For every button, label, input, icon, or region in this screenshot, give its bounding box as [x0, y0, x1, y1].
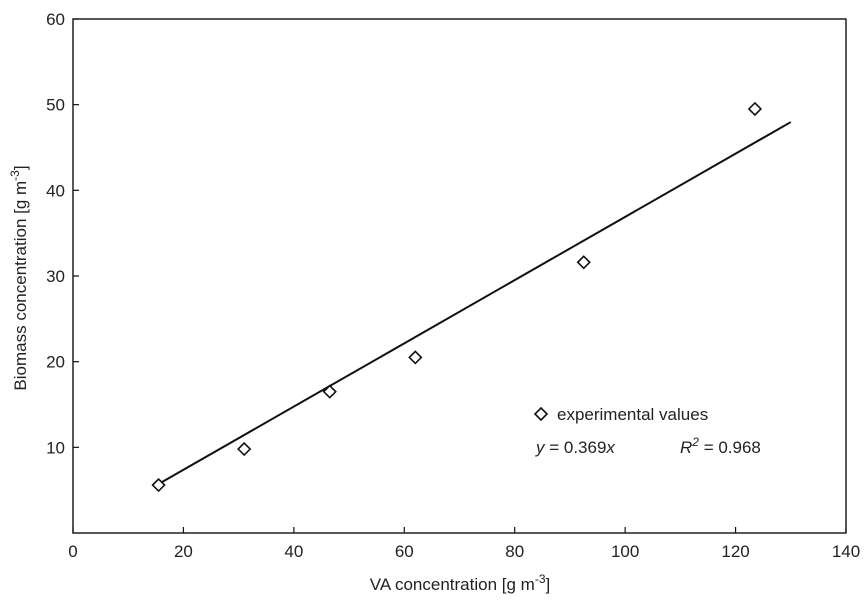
legend: experimental values y = 0.369x R2 = 0.96… [533, 405, 761, 457]
data-point-diamond [408, 350, 423, 365]
y-tick-label: 40 [46, 181, 65, 200]
y-tick-label: 20 [46, 353, 65, 372]
r-squared-value: R2 = 0.968 [680, 435, 761, 457]
data-point-diamond [151, 477, 166, 493]
data-point-diamond [237, 441, 252, 457]
data-points [151, 101, 763, 493]
x-tick-label: 20 [174, 542, 193, 561]
y-tick-label: 30 [46, 267, 65, 286]
x-tick-label: 80 [505, 542, 524, 561]
data-point-diamond [576, 255, 591, 270]
x-tick-label: 100 [611, 542, 639, 561]
x-tick-label: 140 [832, 542, 860, 561]
y-tick-label: 60 [46, 10, 65, 29]
legend-entry-label: experimental values [557, 405, 708, 424]
y-axis-ticks: 10 20 30 40 50 60 [46, 10, 79, 457]
data-point-diamond [747, 101, 763, 117]
fit-line-group [158, 121, 792, 485]
fit-equation: y = 0.369x [535, 438, 615, 457]
x-tick-label: 0 [68, 542, 77, 561]
y-tick-label: 50 [46, 96, 65, 115]
y-tick-label: 10 [46, 438, 65, 457]
y-axis-label: Biomass concentration [g m-3] [8, 165, 30, 390]
legend-diamond-marker [533, 406, 549, 422]
data-point-diamond [322, 384, 337, 399]
x-tick-label: 40 [284, 542, 303, 561]
x-tick-label: 60 [395, 542, 414, 561]
x-axis-label: VA concentration [g m-3] [370, 572, 550, 594]
fit-line [158, 121, 792, 485]
x-axis-ticks: 0 20 40 60 80 100 120 140 [68, 527, 860, 561]
x-tick-label: 120 [721, 542, 749, 561]
